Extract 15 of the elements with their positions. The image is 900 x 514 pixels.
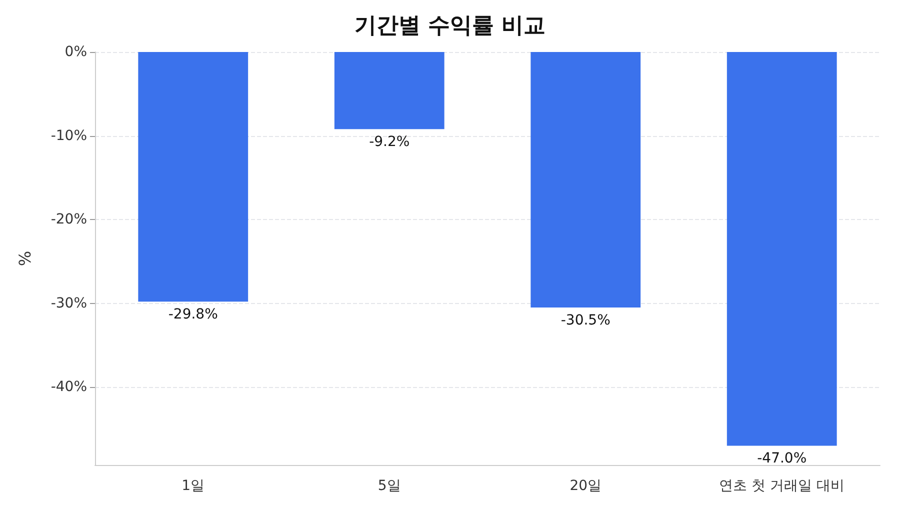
x-tick-label: 연초 첫 거래일 대비	[719, 478, 845, 494]
data-label: -47.0%	[757, 450, 807, 467]
y-axis-title: %	[16, 250, 34, 266]
x-tick-label: 1일	[182, 478, 205, 494]
x-tick-label: 20일	[570, 478, 602, 494]
y-tick-label: -30%	[50, 295, 87, 312]
y-tick-label: -10%	[50, 128, 87, 144]
y-tick-label: -20%	[50, 212, 87, 228]
x-tick-label: 5일	[378, 478, 401, 494]
data-label: -29.8%	[168, 306, 218, 323]
data-label: -30.5%	[560, 312, 610, 329]
chart-title: 기간별 수익률 비교	[354, 14, 546, 38]
y-tick-label: 0%	[64, 44, 87, 60]
data-label: -9.2%	[369, 134, 410, 150]
y-tick-label: -40%	[50, 379, 87, 396]
